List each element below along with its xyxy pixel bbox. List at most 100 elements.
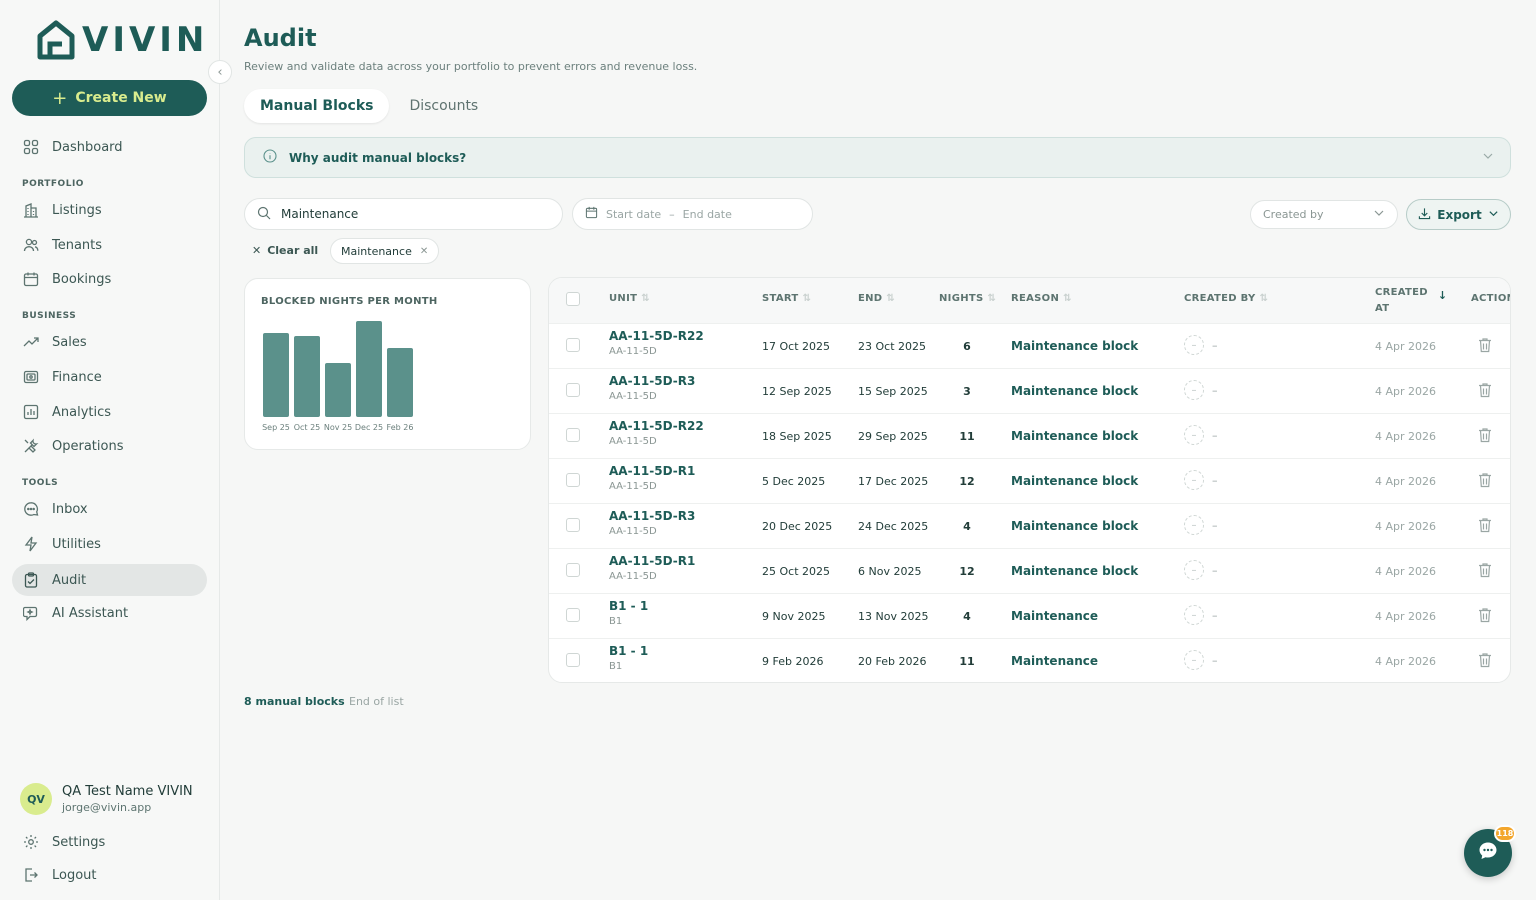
filter-chip[interactable]: Maintenance ✕ xyxy=(330,238,440,264)
trash-icon[interactable] xyxy=(1478,427,1492,446)
export-label: Export xyxy=(1437,207,1482,222)
sort-icon: ⇅ xyxy=(1063,293,1072,304)
chevron-down-icon xyxy=(1482,150,1494,165)
sidebar-item-logout[interactable]: Logout xyxy=(12,859,207,891)
row-checkbox[interactable] xyxy=(566,383,580,397)
search-input[interactable]: Maintenance xyxy=(244,198,563,230)
unit-name[interactable]: AA-11-5D-R3 xyxy=(609,374,696,388)
sort-icon: ⇅ xyxy=(802,293,812,304)
unit-cell[interactable]: AA-11-5D-R22 AA-11-5D xyxy=(609,329,704,357)
sidebar-item-inbox[interactable]: Inbox xyxy=(12,493,207,525)
sidebar-item-audit[interactable]: Audit xyxy=(12,564,207,596)
column-header-created-by[interactable]: CREATED BY ⇅ xyxy=(1184,293,1268,304)
unit-name[interactable]: AA-11-5D-R1 xyxy=(609,464,696,478)
sidebar-item-label: Dashboard xyxy=(52,139,123,155)
unit-building: B1 xyxy=(609,616,623,627)
sidebar-item-label: Audit xyxy=(52,572,87,588)
export-button[interactable]: Export xyxy=(1406,199,1511,230)
sidebar-item-bookings[interactable]: Bookings xyxy=(12,263,207,295)
sidebar-collapse-button[interactable]: ‹ xyxy=(208,60,232,84)
column-header-unit[interactable]: UNIT ⇅ xyxy=(609,293,650,304)
tab-discounts[interactable]: Discounts xyxy=(409,98,479,114)
unit-cell[interactable]: AA-11-5D-R1 AA-11-5D xyxy=(609,464,695,492)
sidebar-item-tenants[interactable]: Tenants xyxy=(12,229,207,261)
sidebar-item-finance[interactable]: Finance xyxy=(12,361,207,393)
end-date: 24 Dec 2025 xyxy=(858,520,929,533)
unit-cell[interactable]: AA-11-5D-R3 AA-11-5D xyxy=(609,509,695,537)
unit-name[interactable]: AA-11-5D-R22 xyxy=(609,329,704,343)
why-audit-accordion[interactable]: Why audit manual blocks? xyxy=(244,137,1511,178)
unit-cell[interactable]: AA-11-5D-R3 AA-11-5D xyxy=(609,374,695,402)
column-header-nights[interactable]: NIGHTS ⇅ xyxy=(939,293,996,304)
sidebar-item-label: Listings xyxy=(52,202,102,218)
trash-icon[interactable] xyxy=(1478,382,1492,401)
row-checkbox[interactable] xyxy=(566,428,580,442)
chart-bar[interactable] xyxy=(294,336,320,417)
sidebar-item-ai-assistant[interactable]: AI Assistant xyxy=(12,597,207,629)
unit-name[interactable]: AA-11-5D-R1 xyxy=(609,554,696,568)
close-icon[interactable]: ✕ xyxy=(419,245,429,257)
trash-icon[interactable] xyxy=(1478,472,1492,491)
sparkle-chat-icon xyxy=(22,604,40,622)
table-row[interactable]: AA-11-5D-R3 AA-11-5D 12 Sep 2025 15 Sep 202… xyxy=(549,368,1510,413)
row-checkbox[interactable] xyxy=(566,518,580,532)
sort-icon: ⇅ xyxy=(987,293,997,304)
column-header-reason[interactable]: REASON ⇅ xyxy=(1011,293,1072,304)
table-row[interactable]: AA-11-5D-R22 AA-11-5D 18 Sep 2025 29 Sep 20… xyxy=(549,413,1510,458)
unit-cell[interactable]: AA-11-5D-R22 AA-11-5D xyxy=(609,419,704,447)
chart-bar[interactable] xyxy=(325,363,351,417)
logo[interactable]: VIVIN xyxy=(36,20,208,60)
select-all-checkbox[interactable] xyxy=(566,292,580,306)
unit-building: AA-11-5D xyxy=(609,526,657,537)
unit-name[interactable]: AA-11-5D-R22 xyxy=(609,419,704,433)
column-header-label: CREATED AT xyxy=(1375,285,1428,317)
table-row[interactable]: AA-11-5D-R22 AA-11-5D 17 Oct 2025 23 Oct 20… xyxy=(549,323,1510,368)
unit-name[interactable]: B1 - 1 xyxy=(609,644,649,658)
trash-icon[interactable] xyxy=(1478,337,1492,356)
column-header-start[interactable]: START ⇅ xyxy=(762,293,811,304)
column-header-end[interactable]: END ⇅ xyxy=(858,293,895,304)
chart-bar[interactable] xyxy=(263,333,289,417)
chart-bar[interactable] xyxy=(356,321,382,417)
sidebar-item-dashboard[interactable]: Dashboard xyxy=(12,131,207,163)
sidebar-item-sales[interactable]: Sales xyxy=(12,326,207,358)
row-checkbox[interactable] xyxy=(566,473,580,487)
chart-bar[interactable] xyxy=(387,348,413,417)
trash-icon[interactable] xyxy=(1478,562,1492,581)
start-date: 9 Nov 2025 xyxy=(762,610,826,623)
trash-icon[interactable] xyxy=(1478,607,1492,626)
row-checkbox[interactable] xyxy=(566,563,580,577)
created-by-select[interactable]: Created by xyxy=(1250,200,1398,229)
table-row[interactable]: AA-11-5D-R3 AA-11-5D 20 Dec 2025 24 Dec 202… xyxy=(549,503,1510,548)
row-checkbox[interactable] xyxy=(566,608,580,622)
unit-name[interactable]: B1 - 1 xyxy=(609,599,649,613)
trash-icon[interactable] xyxy=(1478,517,1492,536)
sidebar-item-utilities[interactable]: Utilities xyxy=(12,528,207,560)
table-row[interactable]: B1 - 1 B1 9 Nov 2025 13 Nov 2025 4 Maintenanc… xyxy=(549,593,1510,638)
unit-cell[interactable]: B1 - 1 B1 xyxy=(609,644,648,672)
row-checkbox[interactable] xyxy=(566,338,580,352)
unit-name[interactable]: AA-11-5D-R3 xyxy=(609,509,696,523)
create-new-button[interactable]: + Create New xyxy=(12,80,207,116)
user-profile[interactable]: QV QA Test Name VIVIN jorge@vivin.app xyxy=(20,783,193,815)
reason-text: Maintenance block xyxy=(1011,384,1139,398)
sidebar-item-listings[interactable]: Listings xyxy=(12,194,207,226)
sidebar-item-operations[interactable]: Operations xyxy=(12,430,207,462)
empty-avatar-icon: – xyxy=(1184,425,1204,445)
row-checkbox[interactable] xyxy=(566,653,580,667)
sidebar-item-analytics[interactable]: Analytics xyxy=(12,396,207,428)
row-count: 8 manual blocks xyxy=(244,695,345,708)
table-row[interactable]: B1 - 1 B1 9 Feb 2026 20 Feb 2026 11 Maintenan… xyxy=(549,638,1510,682)
table-row[interactable]: AA-11-5D-R1 AA-11-5D 5 Dec 2025 17 Dec 2025… xyxy=(549,458,1510,503)
column-header-created-at[interactable]: CREATED AT ↓ xyxy=(1375,285,1447,317)
date-range-input[interactable]: Start date – End date xyxy=(572,198,813,230)
sidebar-item-settings[interactable]: Settings xyxy=(12,826,207,858)
clear-all-button[interactable]: ✕ Clear all xyxy=(252,244,318,257)
unit-cell[interactable]: AA-11-5D-R1 AA-11-5D xyxy=(609,554,695,582)
created-by-value: – xyxy=(1212,473,1218,487)
filter-chip-label: Maintenance xyxy=(341,244,412,258)
unit-cell[interactable]: B1 - 1 B1 xyxy=(609,599,648,627)
table-row[interactable]: AA-11-5D-R1 AA-11-5D 25 Oct 2025 6 Nov 2025… xyxy=(549,548,1510,593)
trash-icon[interactable] xyxy=(1478,652,1492,671)
tab-manual-blocks[interactable]: Manual Blocks xyxy=(244,89,390,123)
